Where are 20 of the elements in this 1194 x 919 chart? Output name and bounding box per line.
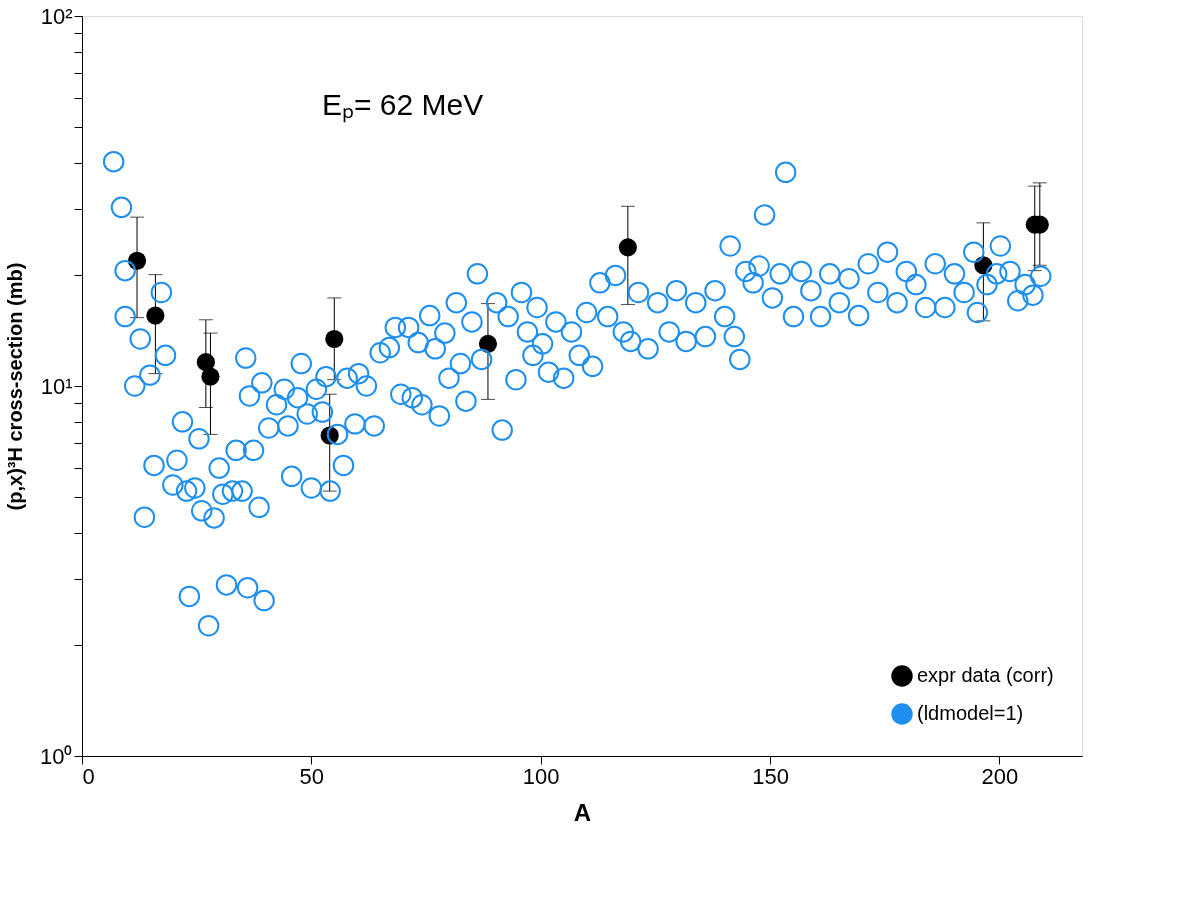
x-tick-label: 200 xyxy=(981,763,1019,789)
y-axis-title: (p,x)³H cross-section (mb) xyxy=(4,262,27,511)
y-tick-label: 10¹ xyxy=(40,373,73,399)
x-tick-label: 150 xyxy=(752,763,789,789)
point xyxy=(146,306,165,325)
point xyxy=(325,329,344,349)
x-tick-label: 0 xyxy=(82,763,95,789)
point xyxy=(478,334,498,353)
legend-label: expr data (corr) xyxy=(917,664,1054,686)
point xyxy=(201,367,220,386)
point xyxy=(618,238,637,257)
annotation: Eₚ= 62 MeV xyxy=(322,88,484,123)
y-tick-label: 10² xyxy=(40,3,73,29)
point xyxy=(127,251,147,270)
x-tick-label: 100 xyxy=(522,763,560,789)
x-tick-label: 50 xyxy=(299,763,325,789)
x-axis-title: A xyxy=(573,798,592,826)
y-tick-label: 10⁰ xyxy=(40,743,73,769)
legend-label: (ldmodel=1) xyxy=(917,702,1024,724)
point xyxy=(196,353,215,372)
